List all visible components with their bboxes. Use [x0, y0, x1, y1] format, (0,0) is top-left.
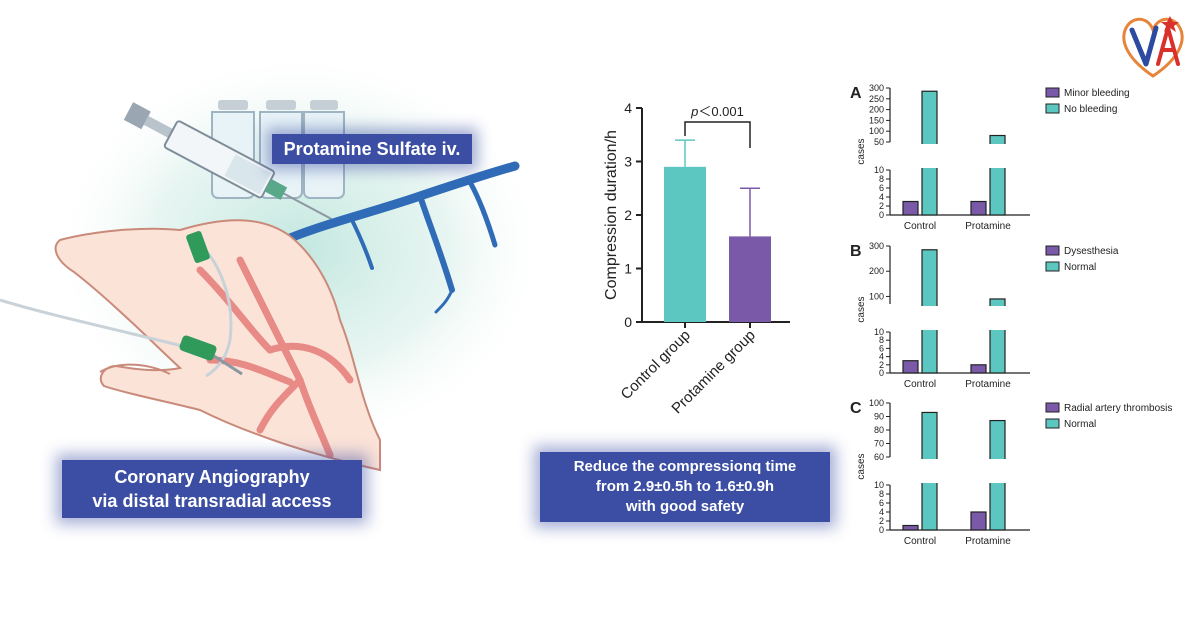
y-tick-label: 70 [874, 439, 884, 449]
catheter-icon [0, 231, 243, 378]
bar [902, 200, 919, 216]
legend-label: Normal [1064, 419, 1096, 430]
bar [970, 511, 987, 531]
legend-swatch [1045, 87, 1060, 98]
legend-swatch [1045, 245, 1060, 256]
y-axis-label: cases [856, 296, 867, 322]
y-tick-label: 0 [879, 525, 884, 535]
x-tick-label: Control [904, 221, 936, 232]
axis-break-gap [894, 144, 1044, 168]
significance-bracket [684, 121, 751, 148]
bar [902, 524, 919, 531]
y-tick-label: 2 [879, 201, 884, 211]
x-tick-label: Protamine [965, 536, 1011, 547]
legend-label: Radial artery thrombosis [1064, 403, 1172, 414]
panel-letter: B [850, 243, 862, 260]
hand-icon [54, 219, 381, 472]
y-tick-label: 2 [624, 207, 632, 223]
y-tick-label: 2 [879, 516, 884, 526]
logo-icon [1122, 16, 1184, 78]
y-tick-label: 0 [879, 368, 884, 378]
drug-label: Protamine Sulfate iv. [272, 134, 472, 164]
y-tick-label: 4 [624, 100, 632, 116]
bar [729, 236, 771, 322]
drug-label-text: Protamine Sulfate iv. [283, 139, 461, 159]
legend-label: Normal [1064, 262, 1096, 273]
summary-line1: Reduce the compressionq time [573, 458, 797, 475]
y-tick-label: 8 [879, 174, 884, 184]
y-tick-label: 6 [879, 183, 884, 193]
y-tick-label: 300 [869, 83, 884, 93]
bar [970, 200, 987, 216]
legend-label: Minor bleeding [1064, 88, 1130, 99]
syringe-icon [123, 102, 333, 220]
bar [970, 364, 987, 374]
legend-swatch [1045, 103, 1060, 114]
summary-label: Reduce the compressionq time from 2.9±0.… [540, 452, 830, 522]
legend-swatch [1045, 261, 1060, 272]
y-tick-label: 2 [879, 360, 884, 370]
legend-label: No bleeding [1064, 104, 1117, 115]
y-tick-label: 80 [874, 425, 884, 435]
y-tick-label: 60 [874, 452, 884, 462]
illustration [0, 50, 540, 472]
summary-line3: with good safety [625, 498, 745, 515]
x-tick-label: Protamine [965, 221, 1011, 232]
y-tick-label: 0 [879, 210, 884, 220]
legend-swatch [1045, 402, 1060, 413]
y-axis-label: Compression duration/h [603, 130, 620, 300]
procedure-label-line1: Coronary Angiography [114, 467, 310, 487]
x-tick-label: Control [904, 536, 936, 547]
y-tick-label: 150 [869, 115, 884, 125]
y-tick-label: 250 [869, 94, 884, 104]
y-tick-label: 100 [869, 398, 884, 408]
summary-line2: from 2.9±0.5h to 1.6±0.9h [595, 478, 775, 495]
y-tick-label: 50 [874, 137, 884, 147]
y-tick-label: 8 [879, 335, 884, 345]
axis-break-gap [894, 306, 1044, 330]
y-tick-label: 4 [879, 352, 884, 362]
bar [902, 360, 919, 374]
y-tick-label: 300 [869, 241, 884, 251]
artery-icon [196, 256, 354, 459]
vessel-icon [285, 161, 520, 314]
y-axis-label: cases [856, 453, 867, 479]
x-tick-label: Protamine [965, 379, 1011, 390]
y-tick-label: 4 [879, 192, 884, 202]
panel-letter: A [850, 85, 862, 102]
y-tick-label: 100 [869, 291, 884, 301]
y-tick-label: 10 [874, 165, 884, 175]
y-tick-label: 1 [624, 261, 632, 277]
panel-letter: C [850, 400, 862, 417]
y-tick-label: 4 [879, 507, 884, 517]
p-value-label: p＜0.001 [690, 104, 744, 119]
y-tick-label: 10 [874, 327, 884, 337]
x-tick-label: Control [904, 379, 936, 390]
y-tick-label: 10 [874, 480, 884, 490]
legend-label: Dysesthesia [1064, 246, 1119, 257]
y-tick-label: 6 [879, 343, 884, 353]
axis-break-gap [894, 459, 1044, 483]
y-tick-label: 200 [869, 105, 884, 115]
procedure-label-line2: via distal transradial access [92, 491, 332, 511]
y-tick-label: 90 [874, 412, 884, 422]
y-axis-label: cases [856, 138, 867, 164]
bar [664, 166, 706, 322]
y-tick-label: 6 [879, 498, 884, 508]
y-tick-label: 200 [869, 266, 884, 276]
y-tick-label: 3 [624, 154, 632, 170]
legend-swatch [1045, 418, 1060, 429]
y-tick-label: 100 [869, 126, 884, 136]
y-tick-label: 8 [879, 489, 884, 499]
procedure-label: Coronary Angiography via distal transrad… [62, 460, 362, 518]
y-tick-label: 0 [624, 314, 632, 330]
